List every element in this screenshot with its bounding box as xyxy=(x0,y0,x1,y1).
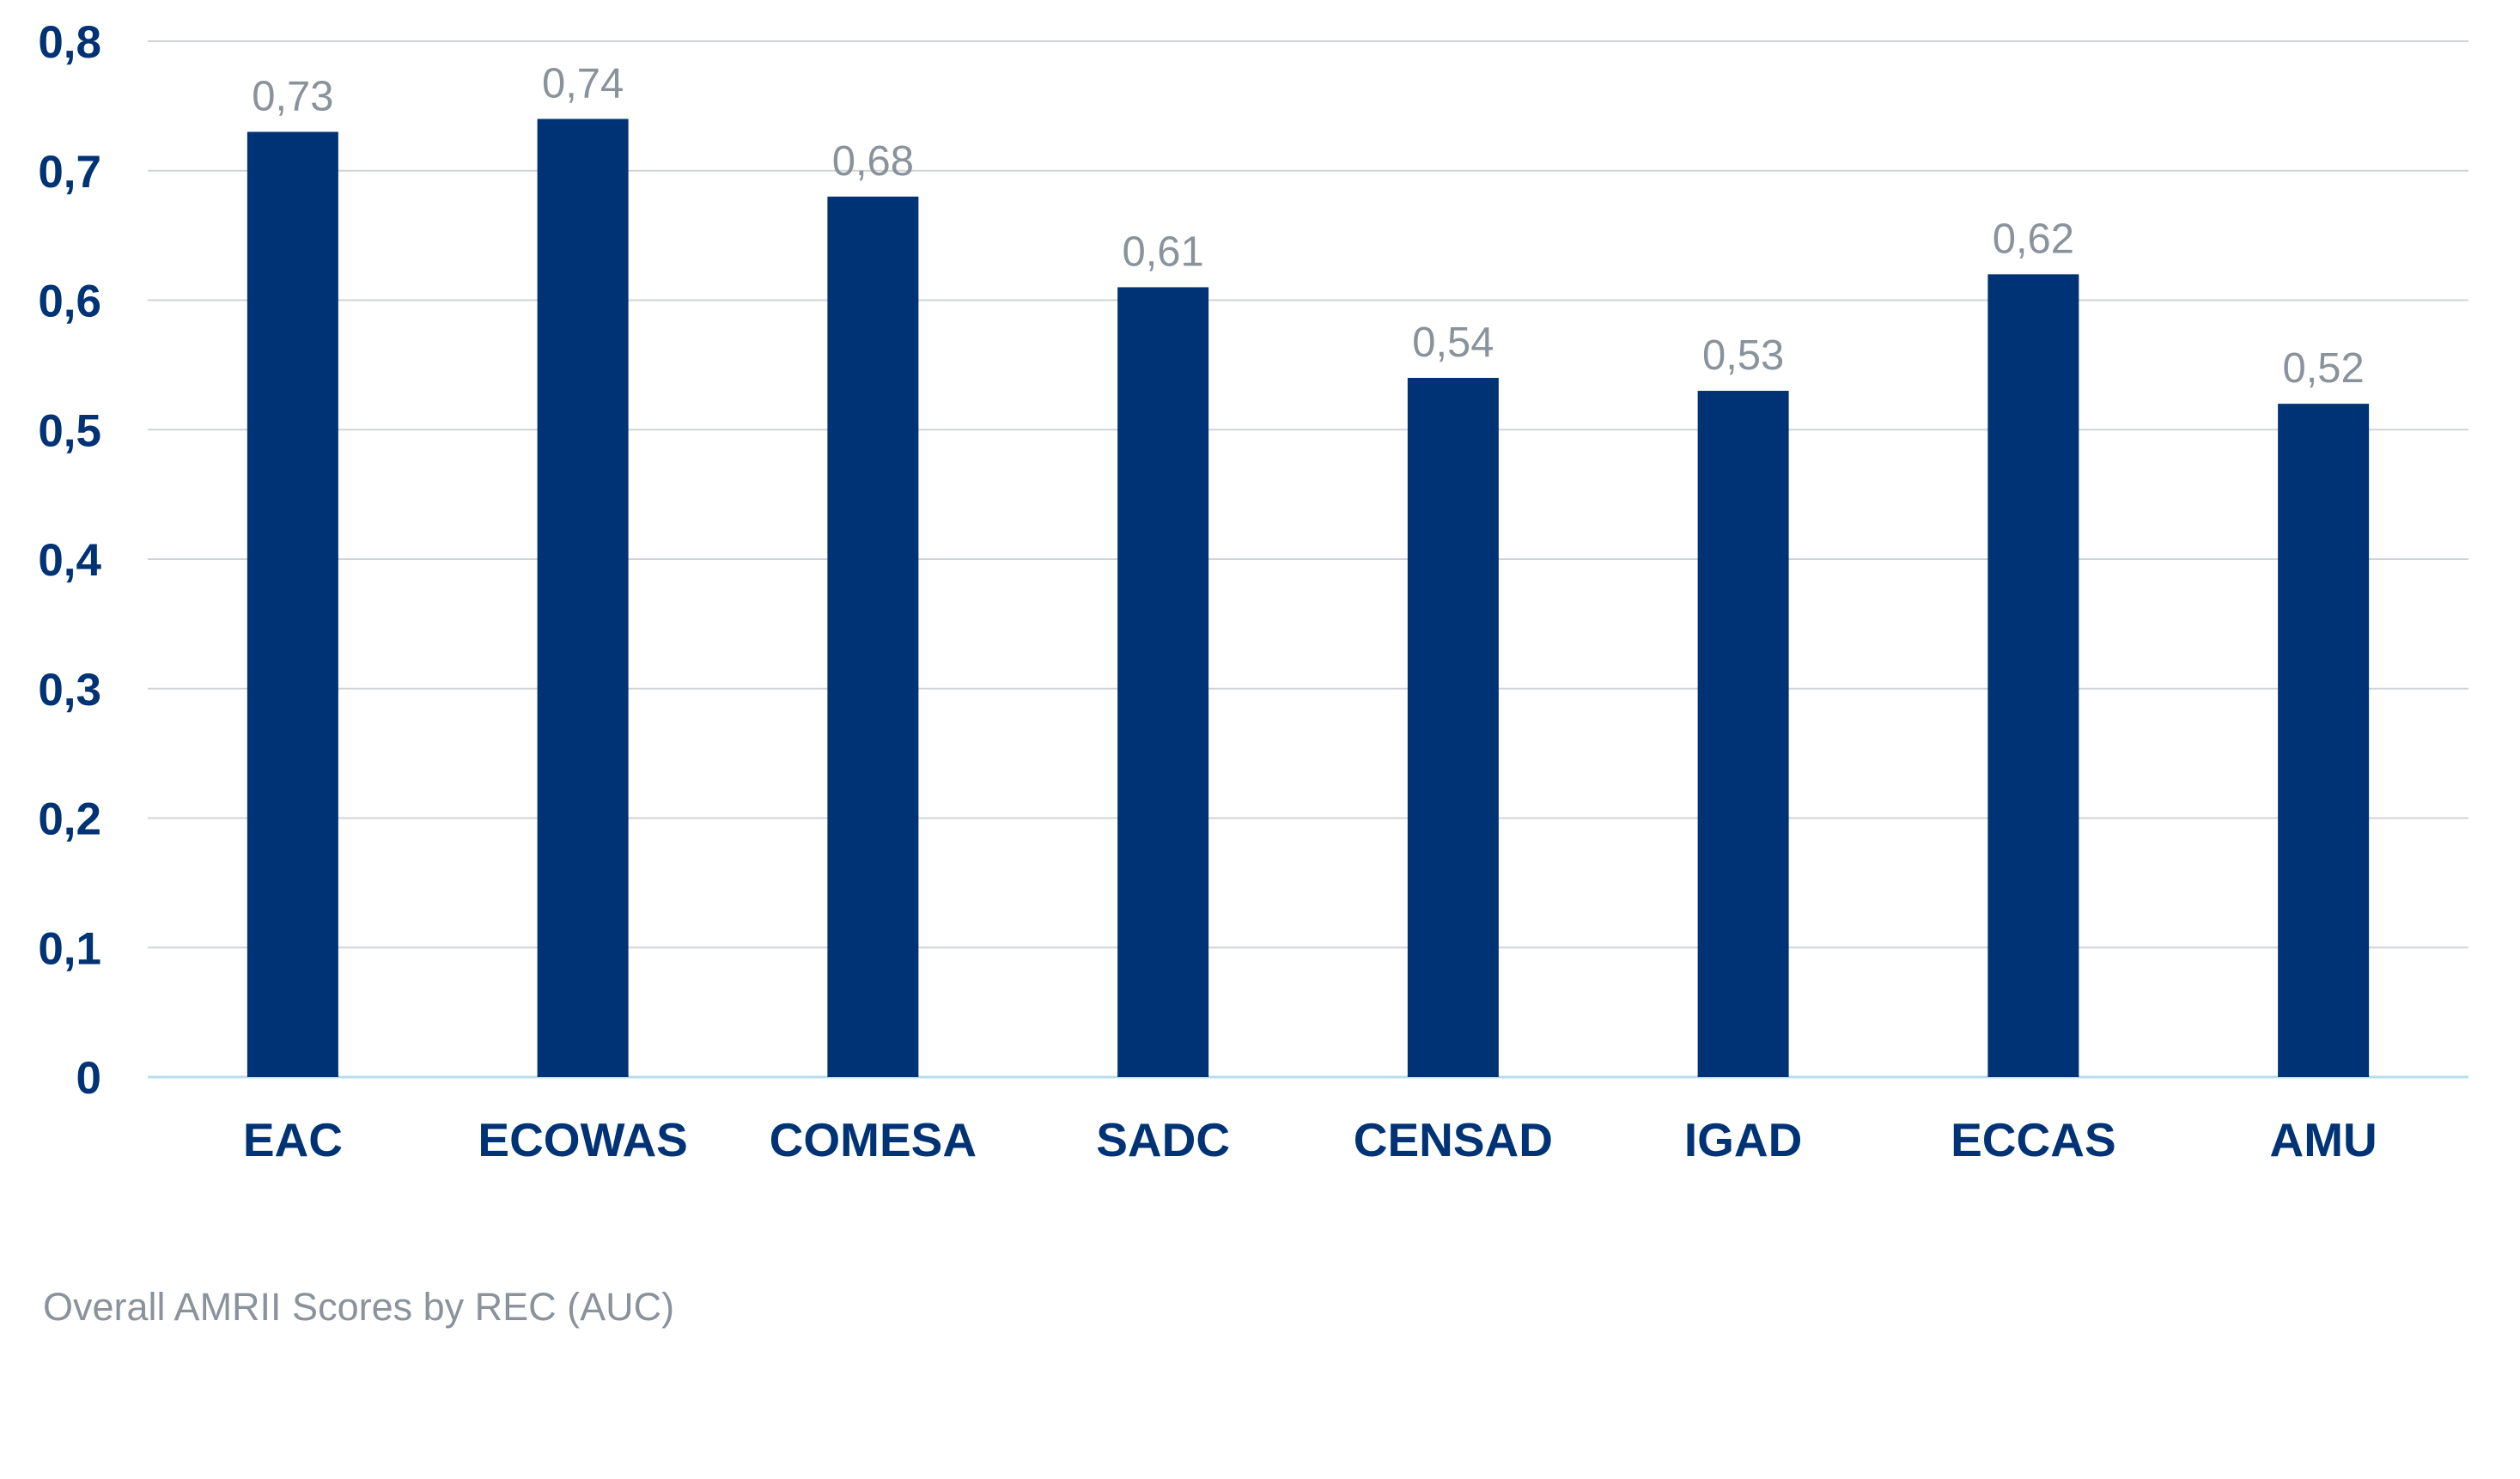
bars xyxy=(247,119,2370,1078)
x-tick-label: AMU xyxy=(2269,1113,2377,1166)
y-tick-label: 0,7 xyxy=(38,147,101,198)
bar xyxy=(537,119,629,1078)
y-tick-label: 0,8 xyxy=(38,17,101,68)
data-label: 0,53 xyxy=(1702,332,1784,379)
bar xyxy=(247,131,338,1077)
y-tick-label: 0 xyxy=(76,1053,101,1104)
bar xyxy=(2278,404,2370,1078)
gridlines xyxy=(148,40,2468,1079)
x-tick-label: ECCAS xyxy=(1951,1113,2116,1166)
data-label: 0,61 xyxy=(1122,228,1203,275)
x-tick-label: COMESA xyxy=(770,1113,977,1166)
y-tick-label: 0,4 xyxy=(38,535,101,586)
bar xyxy=(1407,377,1499,1077)
y-tick-label: 0,3 xyxy=(38,665,101,715)
x-tick-label: SADC xyxy=(1096,1113,1230,1166)
bar xyxy=(1697,391,1789,1077)
bar xyxy=(1117,287,1209,1077)
y-tick-label: 0,1 xyxy=(38,923,101,974)
x-axis-tick-labels: EAC ECOWAS COMESA SADC CENSAD IGAD ECCAS AMU xyxy=(243,1113,2377,1166)
x-tick-label: IGAD xyxy=(1684,1113,1803,1166)
x-tick-label: EAC xyxy=(243,1113,343,1166)
x-tick-label: CENSAD xyxy=(1354,1113,1553,1166)
data-label: 0,52 xyxy=(2282,345,2364,392)
y-tick-label: 0,5 xyxy=(38,405,101,456)
y-tick-label: 0,2 xyxy=(38,794,101,845)
bar xyxy=(1987,274,2079,1078)
data-labels: 0,73 0,74 0,68 0,61 0,54 0,53 0,62 0,52 xyxy=(252,60,2365,392)
bar xyxy=(827,196,919,1077)
y-tick-label: 0,6 xyxy=(38,277,101,327)
data-label: 0,54 xyxy=(1412,320,1494,366)
data-label: 0,74 xyxy=(542,60,624,107)
data-label: 0,73 xyxy=(252,74,333,120)
y-axis-tick-labels: 0 0,1 0,2 0,3 0,4 0,5 0,6 0,7 0,8 xyxy=(38,17,101,1104)
data-label: 0,62 xyxy=(1993,216,2074,262)
chart-caption: Overall AMRII Scores by REC (AUC) xyxy=(43,1285,675,1329)
x-tick-label: ECOWAS xyxy=(478,1113,687,1166)
data-label: 0,68 xyxy=(832,138,914,185)
